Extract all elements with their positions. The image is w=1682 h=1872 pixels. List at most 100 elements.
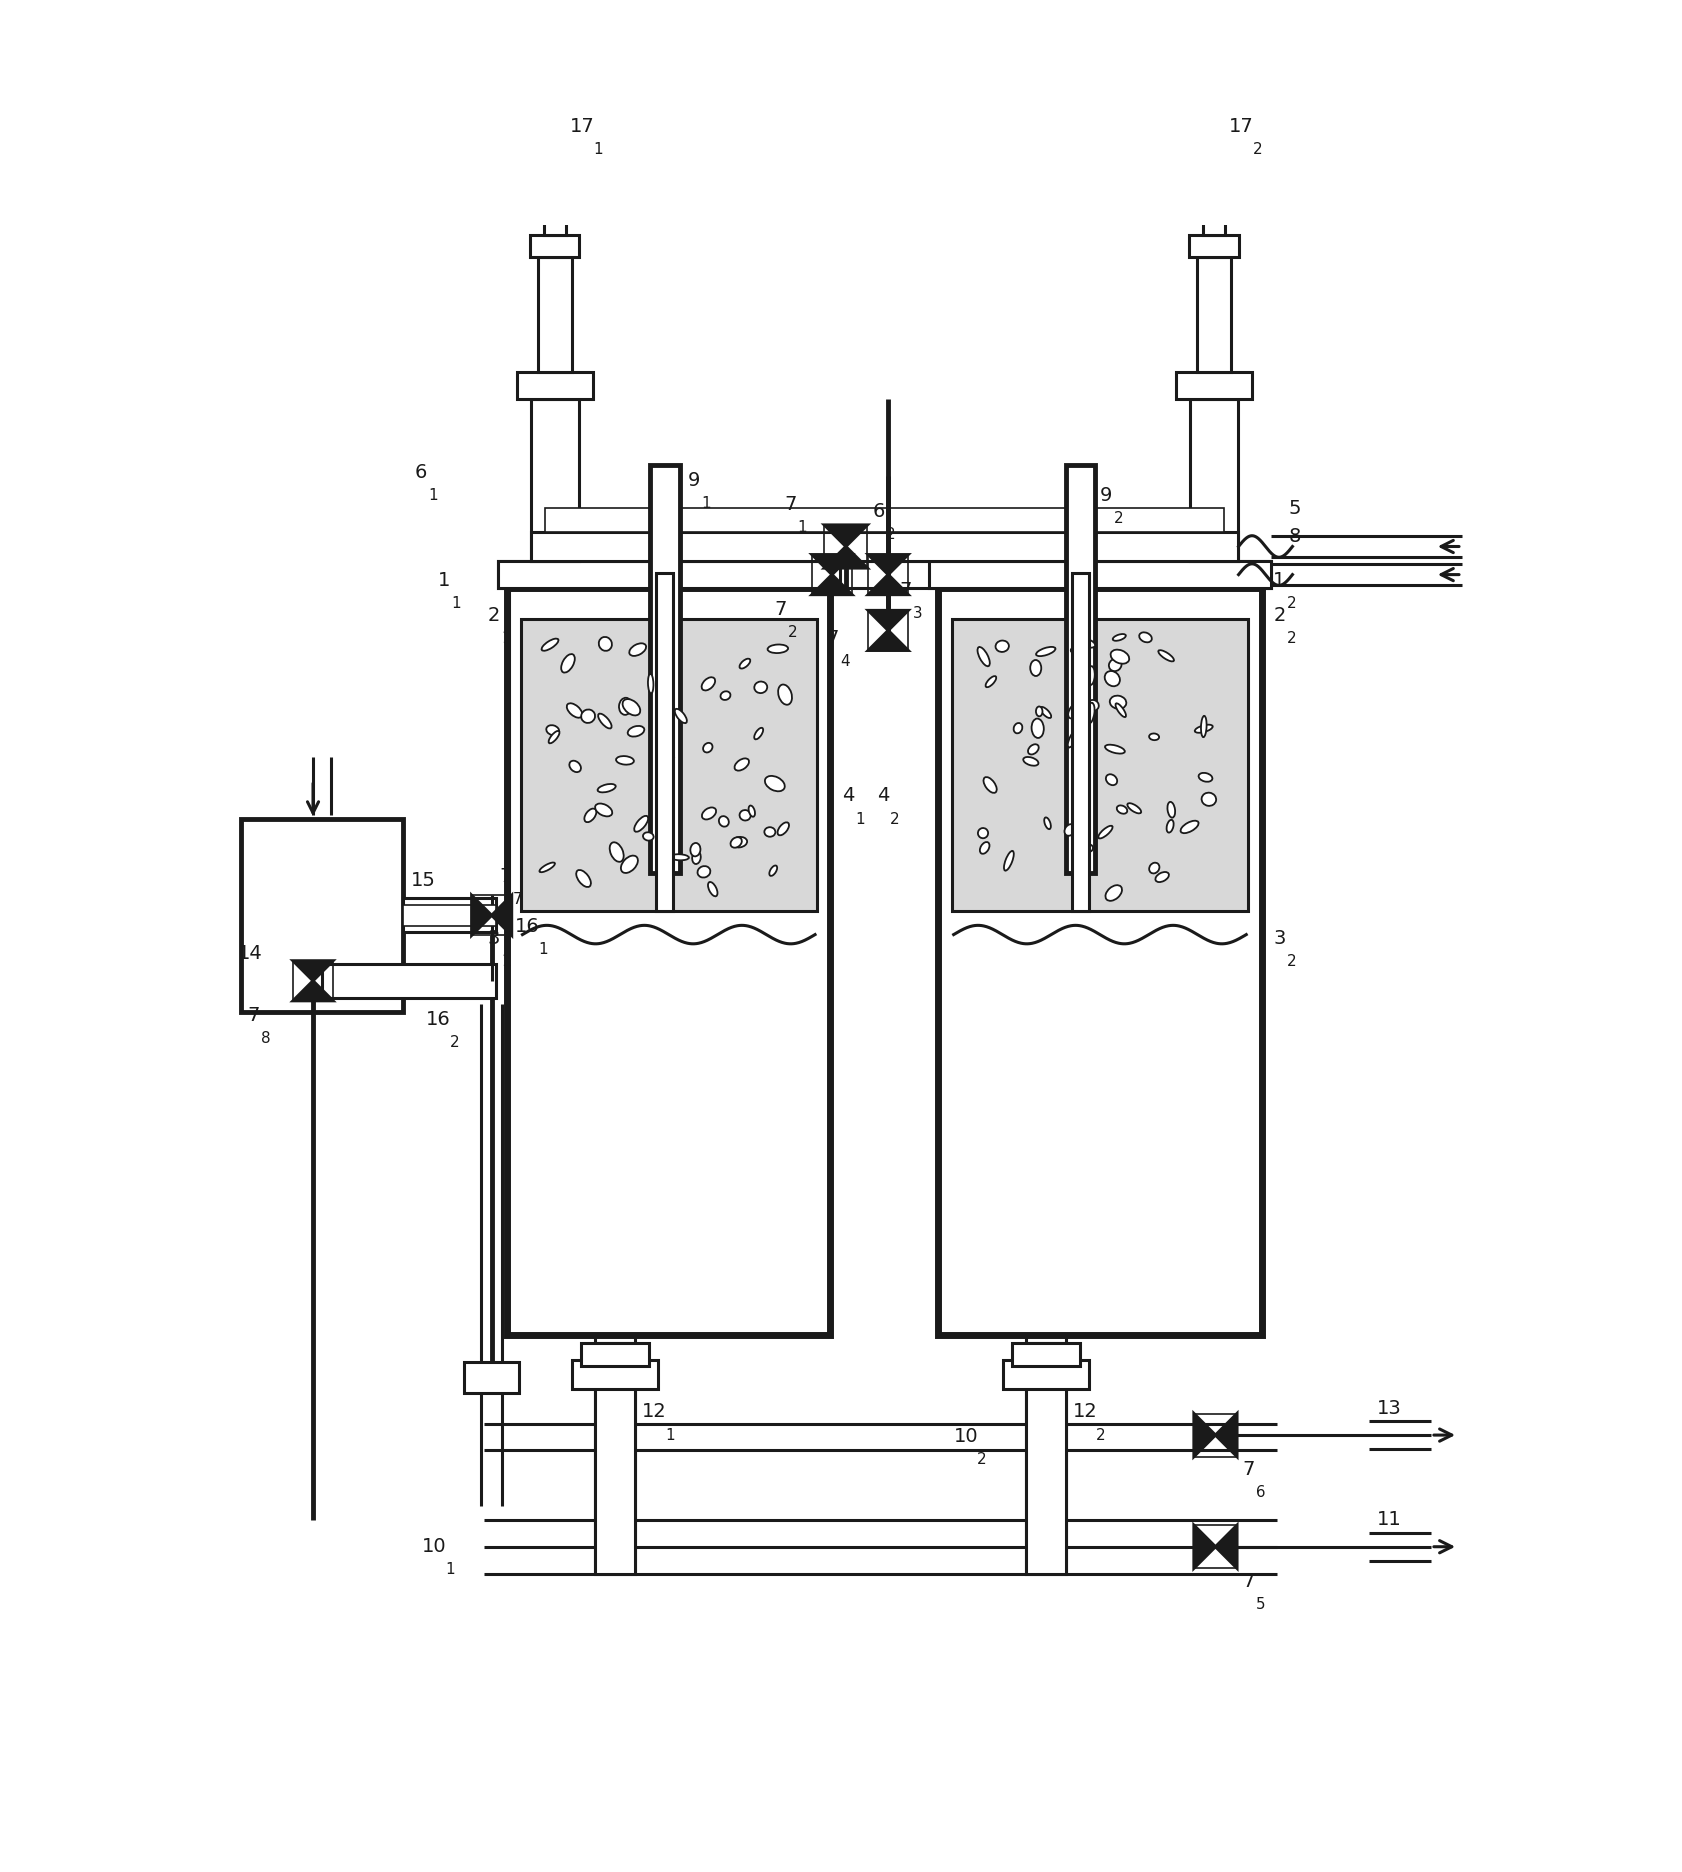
Ellipse shape [621, 856, 637, 872]
Ellipse shape [779, 685, 792, 704]
Text: 1: 1 [701, 496, 711, 511]
Bar [532, 399, 579, 562]
Bar [464, 1363, 520, 1393]
Ellipse shape [1071, 646, 1090, 655]
Ellipse shape [1139, 633, 1152, 642]
Bar [1194, 1526, 1236, 1569]
Bar [595, 1342, 634, 1574]
Text: 15: 15 [410, 870, 436, 891]
Text: 1: 1 [451, 595, 461, 610]
Ellipse shape [661, 756, 674, 764]
Ellipse shape [1127, 803, 1140, 812]
Ellipse shape [977, 648, 989, 666]
Bar [1176, 373, 1251, 399]
Ellipse shape [764, 827, 775, 837]
Text: 16: 16 [515, 917, 540, 936]
Ellipse shape [1113, 635, 1125, 640]
Text: 6: 6 [873, 502, 885, 520]
Ellipse shape [1105, 670, 1120, 687]
Ellipse shape [718, 816, 728, 827]
Text: 2: 2 [977, 1453, 987, 1468]
Text: 1: 1 [429, 489, 437, 504]
Ellipse shape [1149, 734, 1159, 739]
Bar [404, 904, 496, 927]
Text: 2: 2 [1287, 631, 1297, 646]
Bar [1191, 399, 1238, 562]
Ellipse shape [567, 704, 582, 717]
Bar [1013, 1342, 1080, 1367]
Text: 6: 6 [1256, 1484, 1265, 1499]
Polygon shape [812, 554, 853, 575]
Ellipse shape [1159, 650, 1174, 661]
Text: 2: 2 [886, 526, 897, 541]
Text: 8: 8 [1288, 526, 1300, 545]
Ellipse shape [1088, 666, 1095, 685]
Text: 1: 1 [437, 571, 451, 590]
Ellipse shape [1110, 650, 1129, 665]
Bar [656, 573, 673, 912]
Ellipse shape [1036, 648, 1055, 655]
Ellipse shape [730, 837, 742, 848]
Text: 1: 1 [1273, 571, 1285, 590]
Ellipse shape [1156, 872, 1169, 882]
Polygon shape [812, 575, 853, 595]
Ellipse shape [986, 676, 996, 687]
Ellipse shape [548, 730, 560, 743]
Bar [498, 562, 839, 588]
Ellipse shape [1065, 824, 1075, 835]
Ellipse shape [1087, 700, 1098, 711]
Ellipse shape [765, 775, 785, 792]
Ellipse shape [1149, 863, 1159, 874]
Text: 4: 4 [843, 786, 854, 805]
Ellipse shape [1201, 792, 1216, 805]
Ellipse shape [599, 636, 612, 651]
Bar [545, 509, 1224, 532]
Bar [580, 1342, 649, 1367]
Ellipse shape [701, 678, 715, 691]
Ellipse shape [708, 882, 718, 897]
Ellipse shape [996, 640, 1009, 651]
Polygon shape [1216, 1413, 1236, 1456]
Bar [1194, 1413, 1236, 1456]
Ellipse shape [701, 807, 717, 820]
Ellipse shape [703, 743, 713, 753]
Ellipse shape [740, 659, 750, 668]
Polygon shape [824, 524, 868, 547]
Ellipse shape [1115, 704, 1125, 717]
Ellipse shape [698, 867, 710, 878]
Text: 7: 7 [784, 494, 797, 513]
Polygon shape [293, 981, 333, 1002]
Ellipse shape [1036, 706, 1043, 717]
Ellipse shape [690, 842, 700, 856]
Text: 6: 6 [415, 462, 427, 483]
Polygon shape [293, 960, 333, 981]
Ellipse shape [740, 811, 750, 820]
Ellipse shape [748, 805, 755, 816]
Text: 2: 2 [1097, 1428, 1105, 1443]
Bar [516, 373, 592, 399]
Ellipse shape [584, 809, 597, 822]
Polygon shape [868, 610, 908, 631]
Ellipse shape [1078, 638, 1095, 648]
Ellipse shape [1031, 719, 1045, 738]
Ellipse shape [754, 728, 764, 739]
Ellipse shape [1014, 723, 1023, 734]
Text: 2: 2 [1287, 595, 1297, 610]
Ellipse shape [977, 827, 987, 839]
Ellipse shape [1108, 659, 1122, 672]
Text: 7: 7 [247, 1005, 261, 1026]
Ellipse shape [1031, 661, 1041, 676]
Ellipse shape [1068, 730, 1078, 747]
Ellipse shape [674, 709, 686, 723]
Polygon shape [471, 895, 491, 936]
Text: 3: 3 [913, 607, 923, 622]
Bar [323, 964, 496, 998]
Text: 2: 2 [1287, 955, 1297, 970]
Text: 9: 9 [1100, 487, 1112, 505]
Ellipse shape [1201, 715, 1206, 738]
Text: 2: 2 [449, 1035, 459, 1050]
Ellipse shape [1098, 826, 1112, 839]
Ellipse shape [1087, 702, 1095, 724]
Text: 12: 12 [643, 1402, 666, 1421]
Text: 7: 7 [900, 580, 912, 599]
